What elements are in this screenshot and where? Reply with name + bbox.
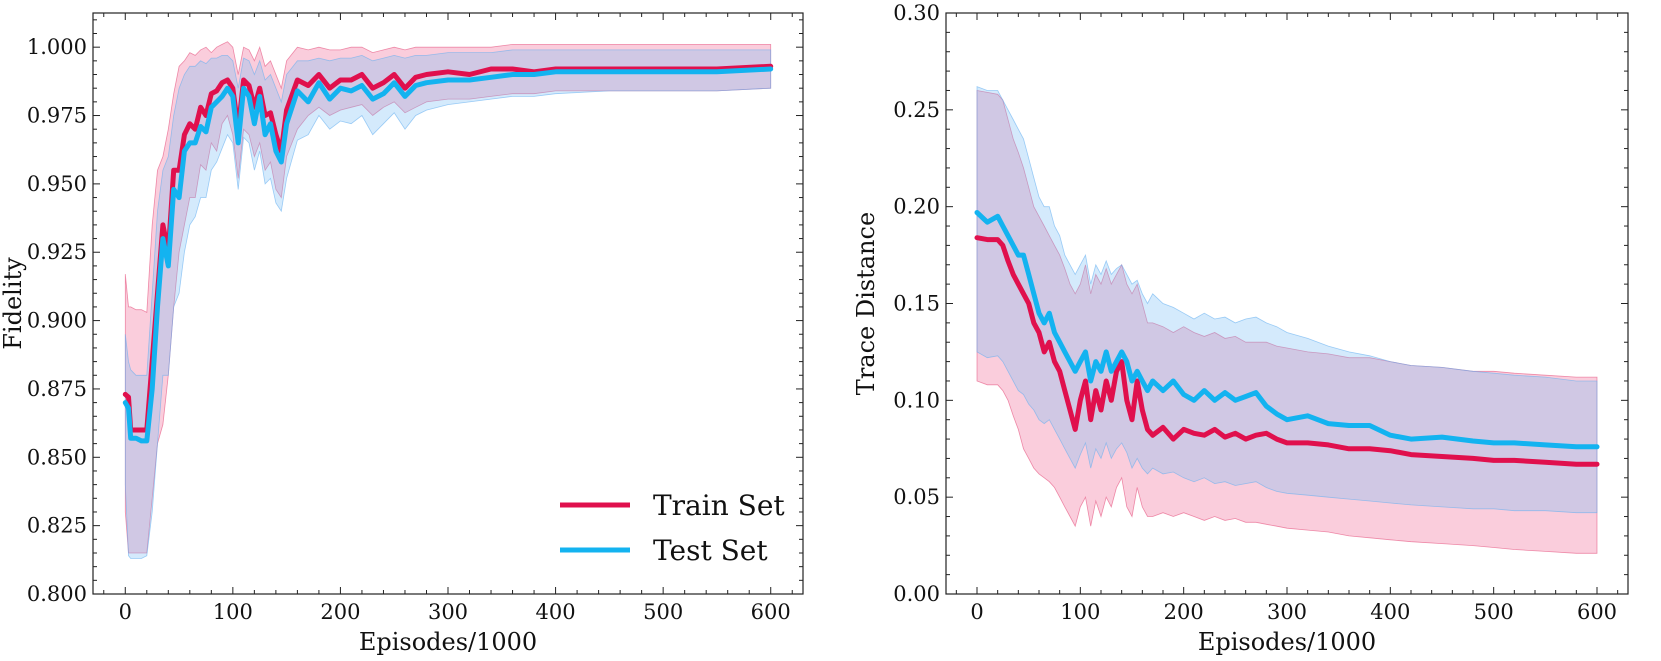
y-tick-label: 0.950 bbox=[27, 172, 87, 196]
trace-distance-plot: 0 100 200 300 400 500 600 0.00 0.05 0.10 0.15 0.20 0… bbox=[852, 1, 1629, 656]
x-axis-label: Episodes/1000 bbox=[359, 628, 537, 656]
test-set-line bbox=[974, 210, 1600, 450]
legend-label-test-set: Test Set bbox=[653, 534, 768, 567]
test-set-band bbox=[976, 86, 1598, 514]
y-tick-label: 0.800 bbox=[27, 582, 87, 606]
fidelity-plot: 0 100 200 300 400 500 600 0.800 0.825 0.850 0.875 0… bbox=[0, 12, 804, 656]
x-tick-label: 300 bbox=[1267, 600, 1307, 624]
y-tick-label: 0.20 bbox=[893, 195, 940, 219]
y-tick-label: 0.05 bbox=[893, 485, 940, 509]
x-tick-label: 600 bbox=[751, 600, 791, 624]
y-tick-label: 1.000 bbox=[27, 35, 87, 59]
test-set-band bbox=[124, 49, 772, 559]
y-tick-label: 0.850 bbox=[27, 445, 87, 469]
y-tick-label: 0.825 bbox=[27, 514, 87, 538]
x-tick-label: 0 bbox=[119, 600, 132, 624]
x-tick-label: 300 bbox=[428, 600, 468, 624]
x-tick-label: 500 bbox=[643, 600, 683, 624]
x-tick-label: 600 bbox=[1577, 600, 1617, 624]
y-tick-label: 0.900 bbox=[27, 309, 87, 333]
test-set-line bbox=[122, 66, 774, 444]
y-tick-label: 0.975 bbox=[27, 104, 87, 128]
x-tick-label: 400 bbox=[536, 600, 576, 624]
y-tick-label: 0.10 bbox=[893, 388, 940, 412]
legend: Train Set Test Set bbox=[560, 489, 785, 567]
x-tick-label: 200 bbox=[320, 600, 360, 624]
plot-area bbox=[974, 86, 1600, 554]
train-set-line bbox=[974, 235, 1600, 467]
x-tick-label: 400 bbox=[1370, 600, 1410, 624]
x-tick-label: 500 bbox=[1474, 600, 1514, 624]
y-tick-label: 0.875 bbox=[27, 377, 87, 401]
y-tick-label: 0.25 bbox=[893, 98, 940, 122]
y-axis-label: Fidelity bbox=[0, 257, 27, 350]
y-axis-label: Trace Distance bbox=[852, 212, 880, 395]
x-tick-label: 0 bbox=[970, 600, 983, 624]
y-tick-label: 0.30 bbox=[893, 1, 940, 25]
y-tick-label: 0.925 bbox=[27, 240, 87, 264]
y-tick-label: 0.15 bbox=[893, 292, 940, 316]
legend-label-train-set: Train Set bbox=[653, 489, 785, 522]
x-tick-label: 100 bbox=[1060, 600, 1100, 624]
x-axis-label: Episodes/1000 bbox=[1198, 628, 1376, 656]
plot-area bbox=[122, 41, 774, 559]
x-tick-label: 200 bbox=[1164, 600, 1204, 624]
x-tick-label: 100 bbox=[213, 600, 253, 624]
y-tick-label: 0.00 bbox=[893, 582, 940, 606]
